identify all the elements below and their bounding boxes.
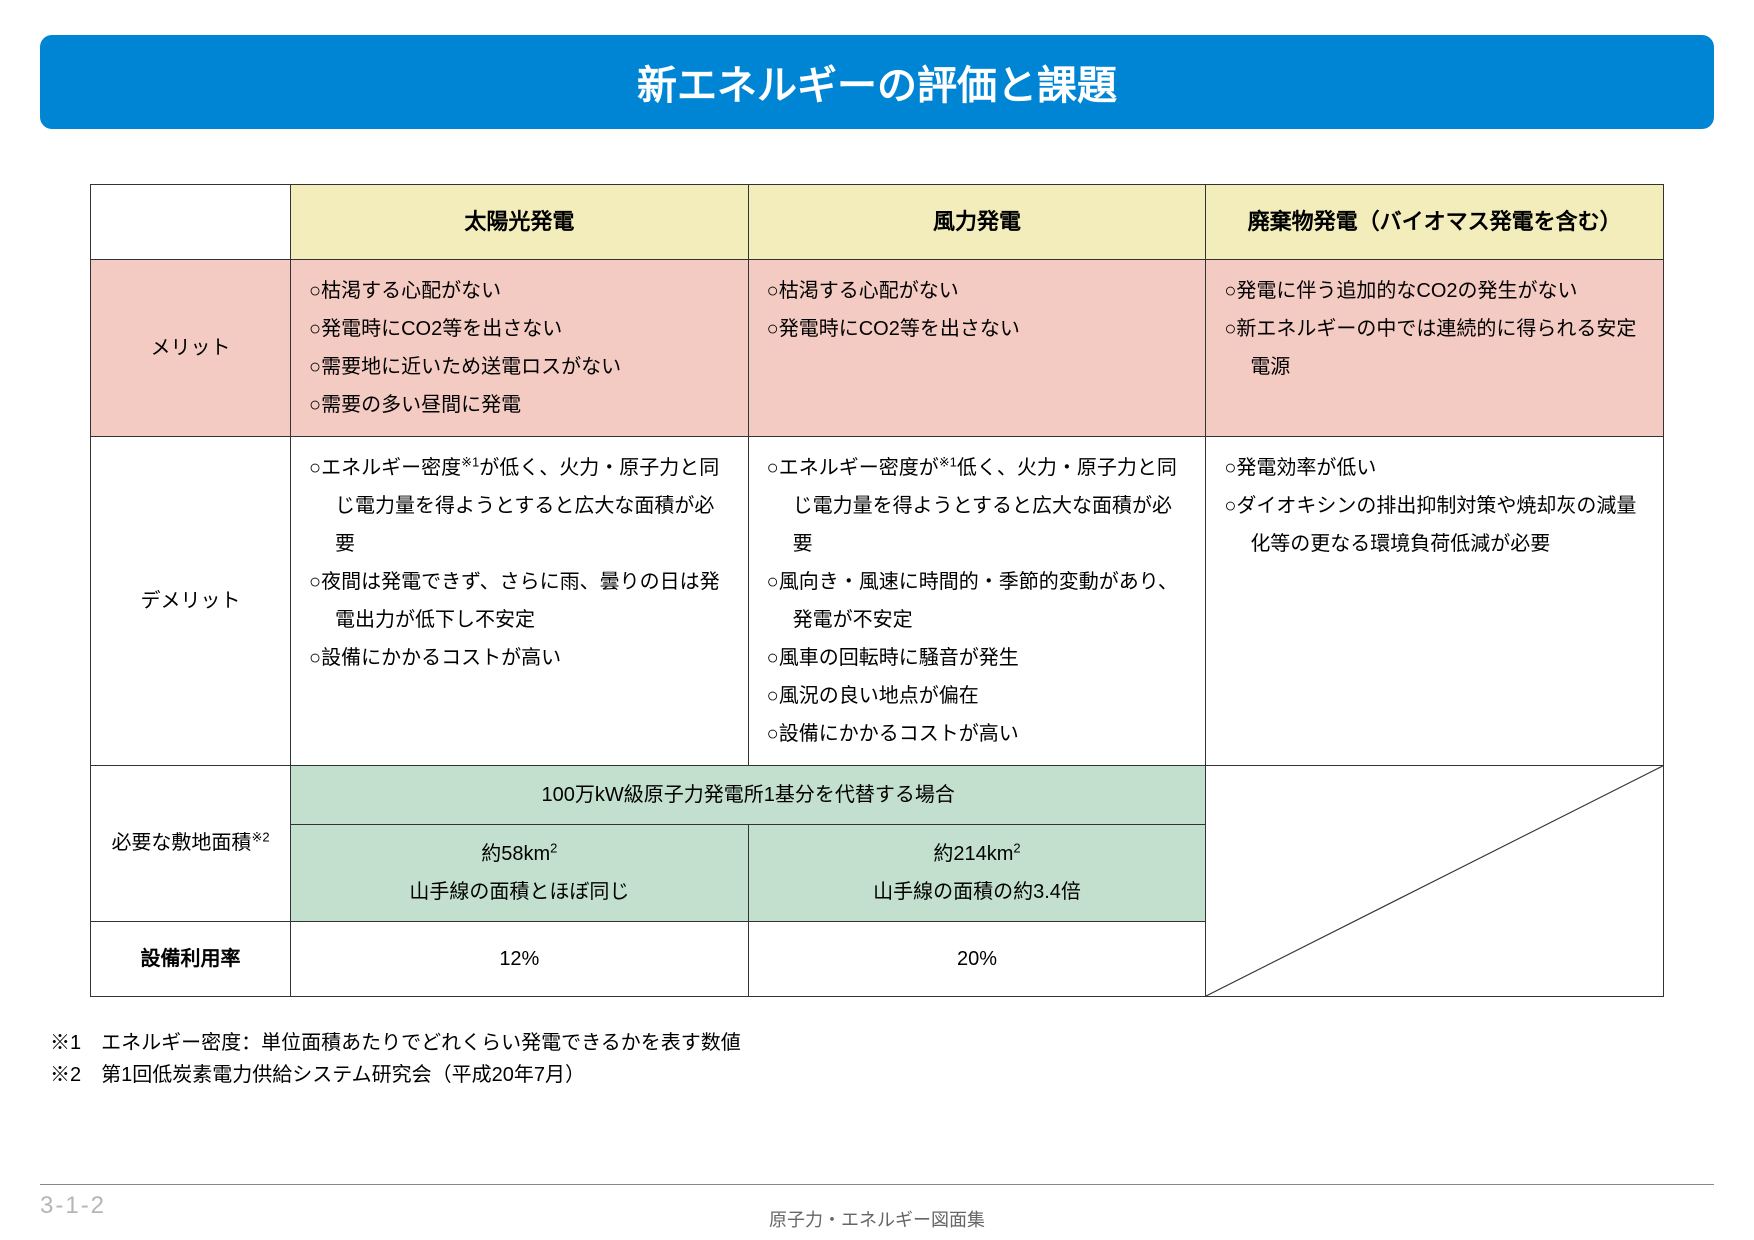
list-item: ○発電時にCO2等を出さない — [767, 310, 1188, 348]
merit-waste: ○発電に伴う追加的なCO2の発生がない ○新エネルギーの中では連続的に得られる安… — [1206, 259, 1664, 436]
area-label: 必要な敷地面積※2 — [91, 765, 291, 921]
list-item: ○風況の良い地点が偏在 — [767, 677, 1188, 715]
list-item: ○枯渇する心配がない — [309, 272, 730, 310]
demerit-row: デメリット ○エネルギー密度※1が低く、火力・原子力と同じ電力量を得ようとすると… — [91, 436, 1664, 765]
list-item: ○風車の回転時に騒音が発生 — [767, 639, 1188, 677]
list-item: ○需要地に近いため送電ロスがない — [309, 348, 730, 386]
list-item: ○新エネルギーの中では連続的に得られる安定電源 — [1224, 310, 1645, 386]
merit-solar: ○枯渇する心配がない ○発電時にCO2等を出さない ○需要地に近いため送電ロスが… — [291, 259, 749, 436]
list-item: ○ダイオキシンの排出抑制対策や焼却灰の減量化等の更なる環境負荷低減が必要 — [1224, 487, 1645, 563]
list-item: ○設備にかかるコストが高い — [309, 639, 730, 677]
footnotes: ※1 エネルギー密度：単位面積あたりでどれくらい発電できるかを表す数値 ※2 第… — [40, 997, 1714, 1091]
footer-source: 原子力・エネルギー図面集 — [0, 1206, 1754, 1232]
list-item: ○風向き・風速に時間的・季節的変動があり、発電が不安定 — [767, 563, 1188, 639]
area-header-row: 必要な敷地面積※2 100万kW級原子力発電所1基分を代替する場合 — [91, 765, 1664, 824]
list-item: ○発電効率が低い — [1224, 449, 1645, 487]
list-item: ○発電時にCO2等を出さない — [309, 310, 730, 348]
header-wind: 風力発電 — [748, 185, 1206, 260]
list-item: ○エネルギー密度※1が低く、火力・原子力と同じ電力量を得ようとすると広大な面積が… — [309, 449, 730, 563]
header-waste: 廃棄物発電（バイオマス発電を含む） — [1206, 185, 1664, 260]
comparison-table: 太陽光発電 風力発電 廃棄物発電（バイオマス発電を含む） メリット ○枯渇する心… — [90, 184, 1664, 997]
util-label: 設備利用率 — [91, 921, 291, 996]
footnote-1: ※1 エネルギー密度：単位面積あたりでどれくらい発電できるかを表す数値 — [50, 1027, 1664, 1059]
demerit-label: デメリット — [91, 436, 291, 765]
util-solar: 12% — [291, 921, 749, 996]
list-item: ○発電に伴う追加的なCO2の発生がない — [1224, 272, 1645, 310]
merit-label: メリット — [91, 259, 291, 436]
area-wind: 約214km2 山手線の面積の約3.4倍 — [748, 824, 1206, 921]
demerit-solar: ○エネルギー密度※1が低く、火力・原子力と同じ電力量を得ようとすると広大な面積が… — [291, 436, 749, 765]
list-item: ○設備にかかるコストが高い — [767, 715, 1188, 753]
util-wind: 20% — [748, 921, 1206, 996]
table-header-row: 太陽光発電 風力発電 廃棄物発電（バイオマス発電を含む） — [91, 185, 1664, 260]
slash-cell — [1206, 765, 1664, 996]
demerit-wind: ○エネルギー密度が※1低く、火力・原子力と同じ電力量を得ようとすると広大な面積が… — [748, 436, 1206, 765]
list-item: ○エネルギー密度が※1低く、火力・原子力と同じ電力量を得ようとすると広大な面積が… — [767, 449, 1188, 563]
footnote-2: ※2 第1回低炭素電力供給システム研究会（平成20年7月） — [50, 1059, 1664, 1091]
footer-rule — [40, 1184, 1714, 1185]
page-title: 新エネルギーの評価と課題 — [40, 35, 1714, 129]
demerit-waste: ○発電効率が低い ○ダイオキシンの排出抑制対策や焼却灰の減量化等の更なる環境負荷… — [1206, 436, 1664, 765]
merit-wind: ○枯渇する心配がない ○発電時にCO2等を出さない — [748, 259, 1206, 436]
merit-row: メリット ○枯渇する心配がない ○発電時にCO2等を出さない ○需要地に近いため… — [91, 259, 1664, 436]
list-item: ○需要の多い昼間に発電 — [309, 386, 730, 424]
header-blank — [91, 185, 291, 260]
comparison-table-wrap: 太陽光発電 風力発電 廃棄物発電（バイオマス発電を含む） メリット ○枯渇する心… — [40, 184, 1714, 997]
list-item: ○夜間は発電できず、さらに雨、曇りの日は発電出力が低下し不安定 — [309, 563, 730, 639]
list-item: ○枯渇する心配がない — [767, 272, 1188, 310]
header-solar: 太陽光発電 — [291, 185, 749, 260]
area-header: 100万kW級原子力発電所1基分を代替する場合 — [291, 765, 1206, 824]
area-solar: 約58km2 山手線の面積とほぼ同じ — [291, 824, 749, 921]
